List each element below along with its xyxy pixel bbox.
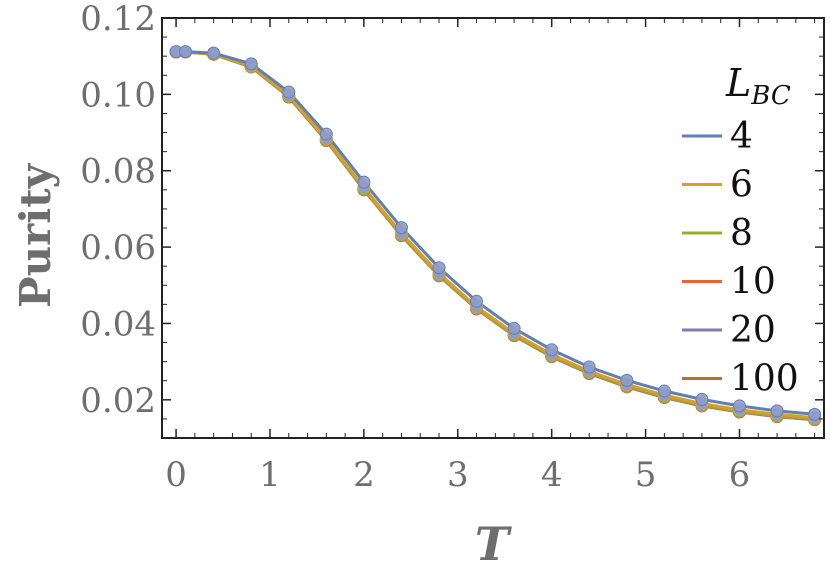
series-line-100: [176, 50, 815, 422]
y-tick-label: 0.08: [80, 152, 156, 192]
data-point-4: [770, 404, 784, 418]
x-tick-label: 6: [729, 455, 751, 495]
data-point-4: [432, 261, 446, 275]
plot-border: [161, 17, 825, 439]
series-line-6: [176, 50, 815, 420]
y-axis-title: Purity: [11, 162, 60, 308]
legend-label-20: 20: [730, 310, 776, 351]
data-point-4: [357, 175, 371, 189]
y-tick-label: 0.02: [80, 381, 156, 421]
series-line-20: [176, 50, 815, 422]
data-point-4: [582, 360, 596, 374]
data-point-4: [282, 85, 296, 99]
legend-label-4: 4: [730, 116, 753, 157]
x-tick-label: 2: [353, 455, 375, 495]
legend-title: LBC: [725, 61, 791, 111]
legend-label-6: 6: [730, 165, 753, 206]
data-point-4: [732, 399, 746, 413]
data-point-4: [244, 57, 258, 71]
data-point-4: [470, 294, 484, 308]
legend-title-main: L: [725, 61, 751, 105]
data-point-4: [695, 392, 709, 406]
legend-title-sub: BC: [750, 81, 791, 111]
plot-frame: [161, 17, 825, 439]
legend: LBC 4 6 8 10 20 100: [682, 61, 799, 400]
series-line-8: [176, 50, 815, 421]
data-point-4: [620, 373, 634, 387]
legend-items: 4 6 8 10 20 100: [682, 116, 799, 400]
series-layer: [169, 45, 822, 427]
data-point-4: [319, 127, 333, 141]
data-point-4: [545, 343, 559, 357]
legend-label-10: 10: [730, 262, 776, 303]
y-tick-label: 0.12: [80, 0, 156, 39]
x-tick-label: 1: [259, 455, 281, 495]
legend-label-100: 100: [730, 359, 799, 400]
x-tick-label: 3: [447, 455, 469, 495]
data-point-4: [178, 45, 192, 59]
x-tick-label: 4: [541, 455, 563, 495]
legend-label-8: 8: [730, 213, 753, 254]
data-point-4: [657, 384, 671, 398]
data-point-4: [808, 407, 822, 421]
ticks-layer: 0 1 2 3 4 5 6 0.02 0.04 0.06 0.08 0.10 0.12: [80, 0, 824, 495]
x-axis-title: T: [475, 517, 513, 571]
data-point-4: [394, 221, 408, 235]
data-point-4: [507, 321, 521, 335]
series-line-10: [176, 50, 815, 421]
x-tick-label: 5: [635, 455, 657, 495]
y-tick-label: 0.10: [80, 75, 156, 115]
x-tick-label: 0: [165, 455, 187, 495]
y-tick-label: 0.06: [80, 228, 156, 268]
y-tick-label: 0.04: [80, 304, 156, 344]
data-point-4: [207, 46, 221, 60]
